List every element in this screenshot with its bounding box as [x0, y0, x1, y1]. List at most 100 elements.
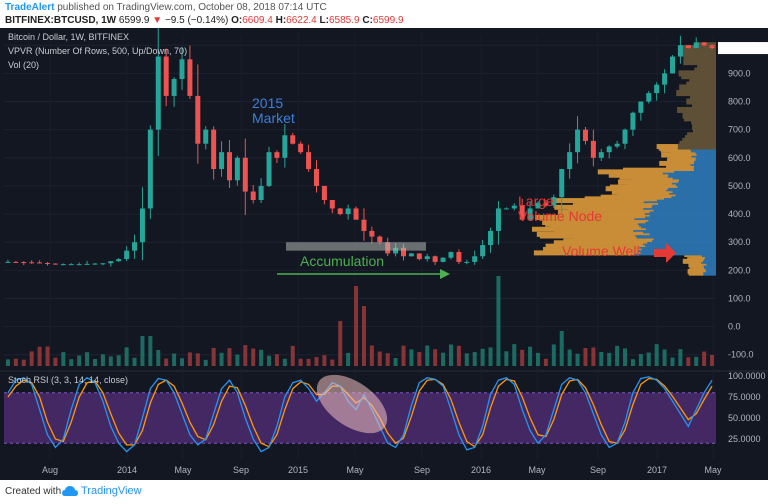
candle-body — [321, 185, 327, 200]
candle-body — [575, 129, 581, 153]
volume-bar — [124, 347, 129, 366]
last-price: 6599.9 — [118, 15, 150, 26]
volume-bar — [37, 346, 42, 366]
accumulation-zone — [286, 242, 426, 251]
candle-body — [456, 252, 462, 262]
created-with-text: Created with — [5, 486, 62, 497]
volume-bar — [591, 347, 596, 366]
candle-body — [298, 143, 304, 153]
volume-bar — [678, 349, 683, 366]
symbol-label: BITFINEX:BTCUSD, 1W — [5, 15, 117, 26]
candle-body — [234, 157, 240, 181]
candle-body — [503, 208, 509, 210]
low-value: 6585.9 — [328, 15, 360, 26]
price-axis-label: 200.0 — [728, 265, 751, 275]
tradingview-cloud-icon — [62, 486, 78, 496]
volume-bar — [267, 355, 272, 366]
candle-body — [250, 191, 256, 200]
candle-body — [432, 256, 438, 262]
vpvr-profile — [531, 42, 716, 276]
candle-body — [116, 259, 122, 262]
vol-legend: Vol (20) — [8, 60, 40, 70]
volume-bar — [290, 345, 295, 366]
volume-bar — [409, 349, 414, 366]
volume-bar — [710, 354, 715, 366]
volume-bar — [322, 355, 327, 366]
annotation-volume-well: Volume Well — [562, 243, 640, 259]
volume-bar — [369, 345, 374, 366]
last-price-tag — [718, 42, 768, 55]
volume-bar — [53, 357, 58, 366]
stoch-axis-label: 25.0000 — [728, 434, 761, 444]
volume-bar — [164, 358, 169, 366]
volume-bar — [69, 359, 74, 366]
author-link[interactable]: TradeAlert — [5, 2, 55, 13]
volume-bar — [630, 359, 635, 366]
candle-body — [401, 247, 407, 257]
volume-bar — [274, 354, 279, 366]
candle-body — [535, 202, 541, 209]
candle-body — [654, 84, 660, 94]
chart-area[interactable]: 1000.0900.0800.0700.0600.0500.0400.0300.… — [0, 28, 768, 480]
volume-bar — [575, 353, 580, 366]
volume-bar — [45, 346, 50, 366]
tradingview-link[interactable]: TradingView — [81, 485, 142, 497]
candle-body — [361, 219, 367, 231]
volume-bar — [401, 345, 406, 366]
volume-bar — [504, 351, 509, 366]
volume-bar — [156, 350, 161, 366]
candle-body — [147, 129, 153, 209]
candle-body — [416, 253, 422, 260]
volume-bar — [607, 352, 612, 366]
candle-body — [567, 152, 573, 170]
annotation-volume-node: Volume Node — [518, 208, 602, 224]
candle-body — [132, 242, 138, 251]
candle-body — [677, 45, 683, 57]
volume-bar — [195, 353, 200, 366]
candle-body — [377, 236, 383, 243]
volume-bar — [377, 351, 382, 366]
candle-body — [155, 56, 161, 130]
candle-body — [480, 245, 486, 257]
candle-body — [68, 264, 74, 266]
candle-body — [701, 42, 707, 46]
candle-body — [472, 256, 478, 262]
volume-bar — [116, 355, 121, 366]
volume-bar — [77, 355, 82, 366]
candle-body — [559, 169, 565, 198]
candle-body — [369, 230, 375, 237]
candle-body — [551, 197, 557, 206]
vpvr-bar-upper — [677, 106, 716, 113]
close-label: C: — [362, 15, 373, 26]
candle-body — [424, 256, 430, 260]
close-value: 6599.9 — [372, 15, 404, 26]
time-axis-label: 2015 — [288, 465, 308, 475]
candle-body — [211, 129, 217, 170]
annotation-large: Large — [518, 193, 554, 209]
volume-bar — [654, 344, 659, 366]
volume-bar — [346, 352, 351, 366]
price-axis-label: 300.0 — [728, 237, 751, 247]
volume-bar — [298, 358, 303, 366]
header-bar: TradeAlert published on TradingView.com,… — [0, 0, 768, 28]
time-axis-label: Sep — [414, 465, 430, 475]
candle-body — [638, 101, 644, 113]
candle-body — [203, 129, 209, 144]
candle-body — [393, 247, 399, 254]
chart-svg[interactable]: 1000.0900.0800.0700.0600.0500.0400.0300.… — [0, 28, 768, 480]
volume-bar — [21, 359, 26, 366]
candle-body — [60, 264, 66, 266]
candle-body — [329, 200, 335, 209]
red-arrow-icon — [654, 243, 676, 263]
volume-bar — [354, 286, 359, 366]
volume-bar — [472, 352, 477, 366]
candle-body — [108, 261, 114, 264]
volume-bar — [441, 352, 446, 366]
volume-bar — [599, 351, 604, 366]
low-label: L: — [319, 15, 329, 26]
price-change: −9.5 (−0.14%) — [164, 15, 229, 26]
volume-bar — [227, 348, 232, 366]
time-axis-label: 2017 — [647, 465, 667, 475]
volume-bar — [417, 352, 422, 366]
volume-bar — [330, 359, 335, 366]
